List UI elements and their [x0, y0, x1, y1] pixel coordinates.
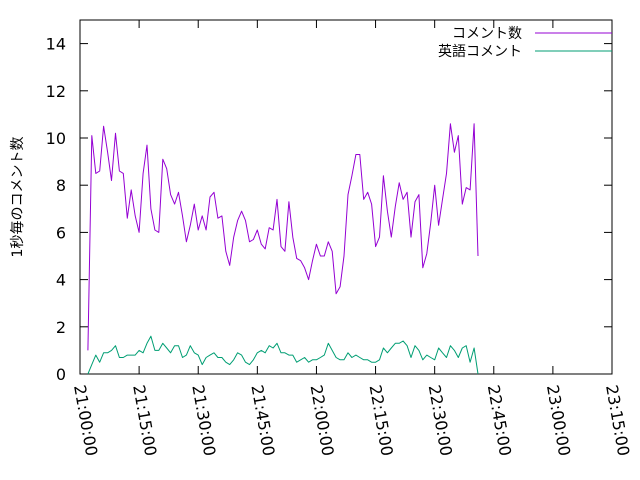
- x-tick-label: 22:00:00: [307, 383, 338, 457]
- y-tick-label: 12: [46, 82, 66, 101]
- x-tick-label: 21:45:00: [247, 383, 278, 457]
- y-tick-label: 10: [46, 129, 66, 148]
- y-tick-label: 8: [56, 176, 66, 195]
- y-tick-label: 6: [56, 223, 66, 242]
- x-tick-label: 23:00:00: [543, 383, 574, 457]
- plot-frame: [79, 19, 613, 375]
- x-tick-label: 23:15:00: [602, 383, 633, 457]
- axes: 0 2 4 6 8 10 12 14 21:00:00 21:15:00 21:30:00 21:45…: [46, 19, 633, 457]
- legend-label: コメント数: [452, 26, 522, 42]
- y-tick-label: 4: [56, 271, 66, 290]
- x-tick-label: 21:30:00: [188, 383, 219, 457]
- y-tick-label: 2: [56, 318, 66, 337]
- x-tick-label: 22:45:00: [484, 383, 515, 457]
- y-axis-title: 1秒毎のコメント数: [10, 137, 26, 258]
- legend-label: 英語コメント: [438, 43, 522, 60]
- series-layer: [87, 123, 479, 375]
- x-tick-label: 21:00:00: [70, 383, 101, 457]
- y-tick-label: 0: [56, 365, 66, 384]
- x-tick-label: 22:15:00: [366, 383, 397, 457]
- x-tick-label: 22:30:00: [425, 383, 456, 457]
- y-tick-label: 14: [46, 35, 66, 54]
- x-tick-label: 21:15:00: [129, 383, 160, 457]
- series-line-1: [87, 335, 479, 375]
- series-line-0: [87, 123, 479, 351]
